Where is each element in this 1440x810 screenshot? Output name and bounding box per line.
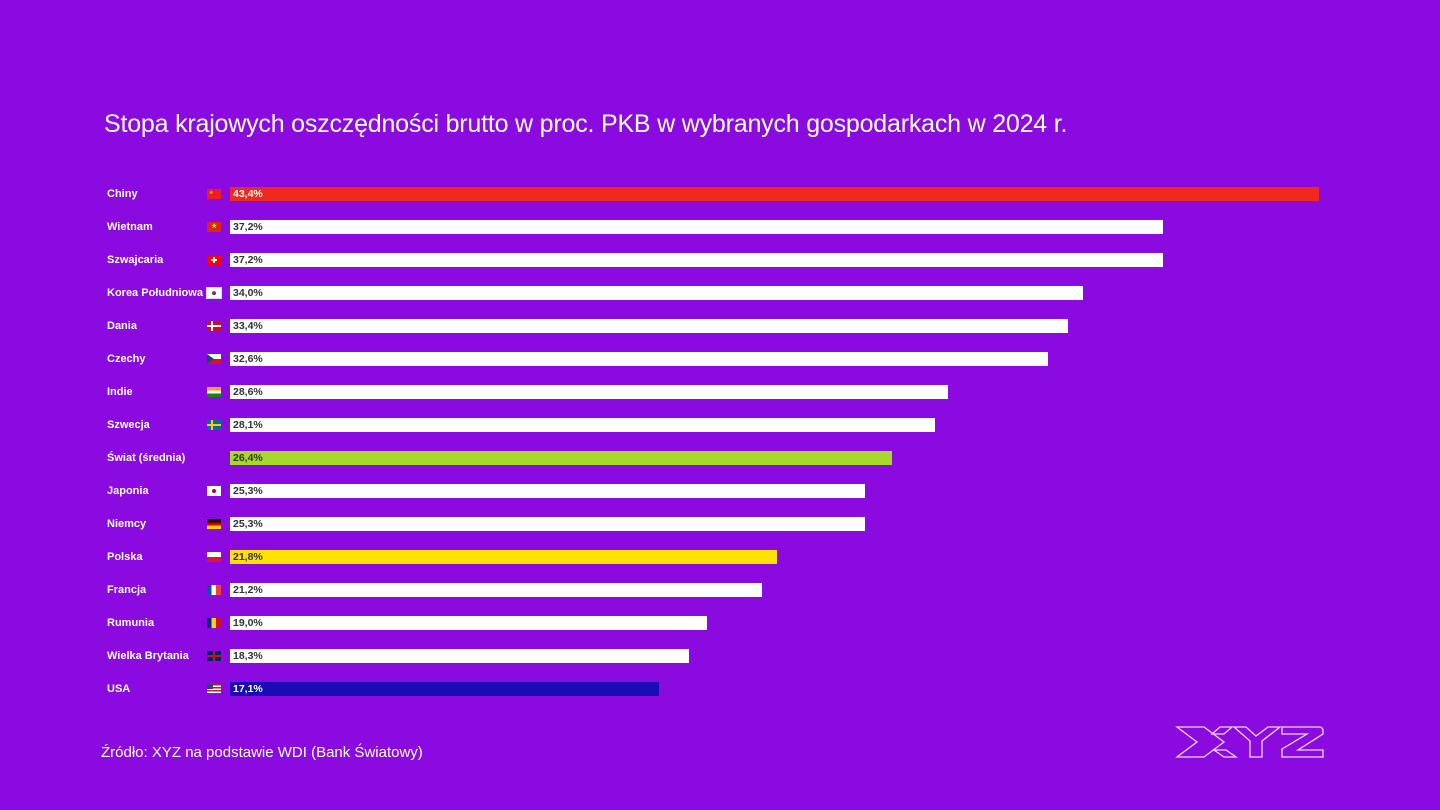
bar [230, 616, 707, 630]
value-label: 32,6% [233, 353, 263, 365]
source-note: Źródło: XYZ na podstawie WDI (Bank Świat… [101, 744, 423, 761]
flag-vn-icon: ★ [207, 222, 221, 232]
bar-row: Indie 28,6% [0, 385, 1440, 401]
value-label: 18,3% [233, 650, 263, 662]
category-label: Indie [107, 386, 133, 398]
bar [230, 187, 1319, 201]
bar [230, 385, 948, 399]
category-label: Świat (średnia) [107, 452, 186, 464]
bar [230, 682, 660, 696]
bar-row: Szwajcaria 37,2% [0, 253, 1440, 269]
flag-us-icon [207, 684, 221, 694]
category-label: Szwajcaria [107, 254, 164, 266]
flag-in-icon [207, 387, 221, 397]
flag-ch-icon [207, 255, 221, 265]
bar [230, 253, 1164, 267]
bar [230, 352, 1048, 366]
category-label: Rumunia [107, 617, 155, 629]
bar-row: Niemcy 25,3% [0, 517, 1440, 533]
category-label: Wielka Brytania [107, 650, 189, 662]
bar [230, 517, 865, 531]
flag-de-icon [207, 519, 221, 529]
value-label: 33,4% [233, 320, 263, 332]
bar [230, 550, 777, 564]
bar-row: Chiny ★ 43,4% [0, 187, 1440, 203]
bar-row: Korea Południowa 34,0% [0, 286, 1440, 302]
value-label: 26,4% [233, 452, 263, 464]
value-label: 28,1% [233, 419, 263, 431]
bar-row: Japonia 25,3% [0, 484, 1440, 500]
value-label: 17,1% [233, 683, 263, 695]
flag-cz-icon [207, 354, 221, 364]
category-label: Francja [107, 584, 147, 596]
category-label: Korea Południowa [107, 287, 203, 299]
category-label: Japonia [107, 485, 149, 497]
flag-ro-icon [207, 618, 221, 628]
category-label: Czechy [107, 353, 146, 365]
value-label: 37,2% [233, 221, 263, 233]
flag-fr-icon [207, 585, 221, 595]
value-label: 25,3% [233, 485, 263, 497]
value-label: 43,4% [233, 188, 263, 200]
chart-title: Stopa krajowych oszczędności brutto w pr… [104, 110, 1068, 138]
flag-jp-icon [207, 486, 221, 496]
bar-row: Francja 21,2% [0, 583, 1440, 599]
category-label: Dania [107, 320, 137, 332]
bar-row: Wielka Brytania 18,3% [0, 649, 1440, 665]
category-label: Chiny [107, 188, 138, 200]
flag-se-icon [207, 420, 221, 430]
bar [230, 649, 690, 663]
bar [230, 220, 1164, 234]
category-label: Polska [107, 551, 143, 563]
flag-gb-icon [207, 651, 221, 661]
value-label: 37,2% [233, 254, 263, 266]
bar-row: USA 17,1% [0, 682, 1440, 698]
flag-dk-icon [207, 321, 221, 331]
value-label: 34,0% [233, 287, 263, 299]
bar-row: Wietnam ★ 37,2% [0, 220, 1440, 236]
value-label: 21,8% [233, 551, 263, 563]
bar-row: Dania 33,4% [0, 319, 1440, 335]
category-label: USA [107, 683, 131, 695]
category-label: Wietnam [107, 221, 153, 233]
value-label: 28,6% [233, 386, 263, 398]
value-label: 25,3% [233, 518, 263, 530]
bar [230, 484, 865, 498]
bar [230, 319, 1069, 333]
bar [230, 286, 1084, 300]
bar-row: Czechy 32,6% [0, 352, 1440, 368]
bar [230, 451, 893, 465]
bar-row: Polska 21,8% [0, 550, 1440, 566]
category-label: Szwecja [107, 419, 150, 431]
bar-row: Rumunia 19,0% [0, 616, 1440, 632]
bar [230, 583, 762, 597]
bar-row: Świat (średnia) 26,4% [0, 451, 1440, 467]
flag-cn-icon: ★ [207, 189, 221, 199]
bar [230, 418, 936, 432]
flag-pl-icon [207, 552, 221, 562]
category-label: Niemcy [107, 518, 147, 530]
xyz-logo [1175, 726, 1324, 758]
flag-kr-icon [206, 287, 222, 299]
bar-row: Szwecja 28,1% [0, 418, 1440, 434]
value-label: 19,0% [233, 617, 263, 629]
value-label: 21,2% [233, 584, 263, 596]
